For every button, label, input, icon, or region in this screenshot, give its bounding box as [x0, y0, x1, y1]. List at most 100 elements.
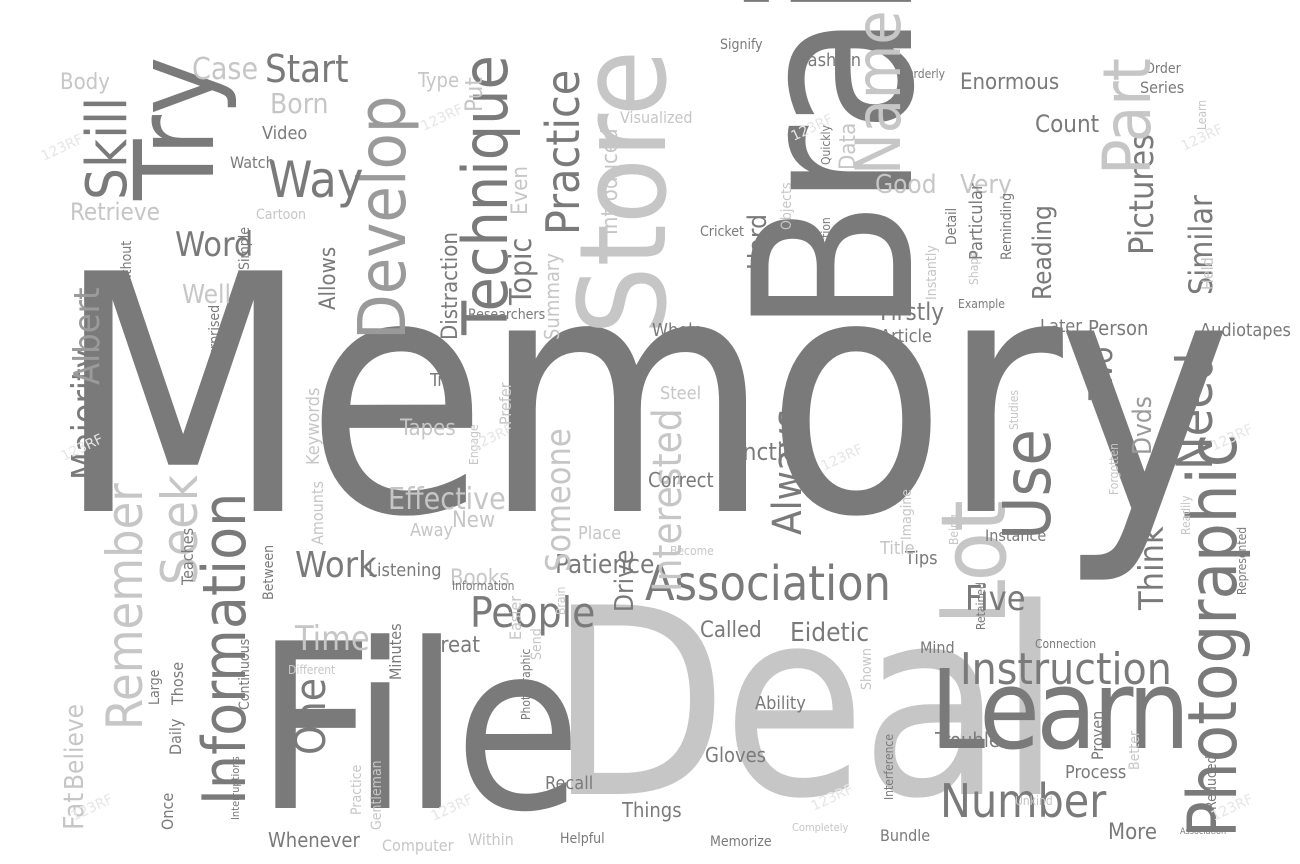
- word-effective: Effective: [388, 482, 506, 517]
- word-reference: Reference: [254, 455, 268, 510]
- word-part: Part: [1089, 58, 1166, 175]
- word-large: Large: [147, 669, 163, 705]
- word-skill: Skill: [75, 96, 140, 200]
- word-helpful: Helpful: [560, 831, 605, 847]
- word-reduced: Reduced: [1204, 755, 1220, 810]
- word-use: Use: [989, 429, 1066, 540]
- word-type: Type: [418, 68, 460, 92]
- word-simple: Simple: [237, 226, 253, 270]
- word-good: Good: [875, 170, 937, 200]
- word-prefer: Prefer: [496, 382, 515, 425]
- word-books: Books: [450, 566, 510, 591]
- word-orderly: Orderly: [905, 67, 946, 81]
- word-summary: Summary: [540, 253, 564, 340]
- word-drive: Drive: [610, 549, 640, 612]
- word-start: Start: [265, 47, 349, 91]
- word-association-small: Association: [1180, 827, 1227, 837]
- word-away: Away: [410, 520, 454, 541]
- word-gentleman: Gentleman: [369, 760, 385, 830]
- word-instantly: Instantly: [924, 245, 940, 300]
- word-interruptions: Interruptions: [229, 756, 242, 820]
- word-forgotten: Forgotten: [1107, 442, 1121, 495]
- word-five: Five: [965, 579, 1026, 619]
- word-watch: Watch: [230, 153, 275, 172]
- word-count: Count: [1035, 110, 1100, 138]
- word-albert: Albert: [67, 287, 108, 385]
- word-shown: Shown: [859, 648, 875, 690]
- word-become: Become: [670, 544, 714, 558]
- word-place: Place: [578, 523, 622, 544]
- word-once: Once: [158, 792, 177, 830]
- word-interference: Interference: [882, 733, 896, 800]
- word-put: Put: [460, 77, 488, 112]
- word-example: Example: [958, 297, 1005, 311]
- word-well: Well: [182, 280, 232, 310]
- word-association: Association: [645, 556, 891, 612]
- word-brain-small: Brain: [554, 586, 568, 615]
- word-two: Two: [1082, 346, 1120, 400]
- word-memory: Memory: [55, 205, 1232, 589]
- word-data: Data: [836, 122, 861, 170]
- word-enormous: Enormous: [960, 70, 1060, 95]
- word-believe: Believe: [60, 703, 90, 790]
- word-implement: Implement: [424, 703, 435, 752]
- word-cartoon: Cartoon: [256, 207, 307, 223]
- word-studies: Studies: [1007, 389, 1021, 430]
- word-continuous: Continuous: [237, 638, 253, 710]
- word-objects: Objects: [779, 182, 795, 230]
- word-word: Word: [175, 225, 254, 265]
- word-audiotapes: Audiotapes: [1200, 320, 1291, 341]
- word-steel: Steel: [660, 383, 702, 404]
- word-recall: Recall: [545, 773, 594, 794]
- word-case: Case: [192, 52, 259, 87]
- word-develop: Develop: [344, 95, 421, 340]
- word-great: Great: [425, 633, 481, 658]
- word-unkind: Unkind: [1015, 794, 1053, 808]
- word-work: Work: [295, 545, 377, 586]
- word-remember: Remember: [96, 483, 154, 730]
- word-later: Later: [1040, 316, 1082, 337]
- word-detail: Detail: [944, 207, 960, 245]
- word-always: Always: [765, 408, 811, 535]
- word-imagine: Imagine: [899, 489, 915, 540]
- word-retained: Retained: [974, 582, 988, 630]
- word-order: Order: [1145, 61, 1181, 77]
- word-even: Even: [508, 166, 533, 215]
- word-tapes: Tapes: [400, 416, 456, 441]
- word-allows: Allows: [316, 246, 341, 310]
- word-instance: Instance: [985, 526, 1047, 545]
- word-distraction: Distraction: [438, 232, 463, 340]
- word-bundle: Bundle: [880, 826, 931, 845]
- word-file: File: [255, 596, 582, 863]
- word-completely: Completely: [792, 821, 849, 834]
- word-person: Person: [1088, 316, 1149, 340]
- word-think: Think: [1132, 526, 1172, 610]
- word-reminding: Reminding: [999, 192, 1015, 260]
- word-different: Different: [288, 663, 336, 677]
- word-firstly: Firstly: [880, 298, 945, 326]
- word-deal: Deal: [548, 554, 1062, 856]
- word-patience: Patience: [555, 550, 655, 580]
- word-without: Without: [119, 240, 135, 290]
- word-instruction: Instruction: [960, 644, 1172, 695]
- word-eidetic: Eidetic: [790, 618, 870, 648]
- word-particular: Particular: [966, 183, 987, 260]
- word-reading: Reading: [1028, 205, 1058, 300]
- word-mind: Mind: [920, 638, 955, 657]
- word-cricket: Cricket: [700, 224, 744, 240]
- word-practice-small: Practice: [349, 764, 365, 815]
- word-need: Need: [1166, 352, 1224, 470]
- word-learn: Learn: [930, 646, 1190, 774]
- word-fashion: Fashion: [800, 50, 861, 71]
- word-memorize: Memorize: [710, 834, 772, 850]
- word-represented: Represented: [1235, 526, 1249, 595]
- word-amounts: Amounts: [308, 480, 327, 545]
- word-dvds: Dvds: [1128, 396, 1158, 455]
- word-important: Important: [760, 295, 823, 311]
- word-surprised: Surprised: [207, 304, 223, 365]
- word-article: Article: [880, 326, 932, 347]
- word-those: Those: [168, 661, 187, 705]
- word-minutes: Minutes: [386, 623, 405, 680]
- word-listening: Listening: [368, 560, 442, 581]
